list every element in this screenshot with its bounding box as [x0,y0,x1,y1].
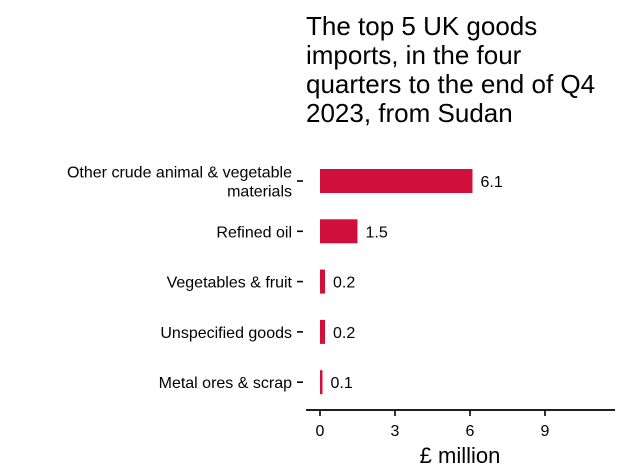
bar-0 [320,169,473,193]
category-label-0-line-0: Other crude animal & vegetable [67,165,292,182]
data-label-1: 1.5 [366,224,388,241]
bars-layer: 6.1 1.5 0.2 0.2 0.1 [320,169,503,395]
category-label-4: Metal ores & scrap [159,375,292,392]
chart-title: The top 5 UK goods imports, in the four … [306,11,596,128]
data-label-0: 6.1 [481,174,503,191]
bar-2 [320,269,325,294]
axis-layer: Other crude animal & vegetable materials R… [67,165,615,468]
x-tick-label-2: 6 [466,423,475,440]
category-label-3: Unspecified goods [160,325,292,342]
x-axis-title: £ million [420,443,501,468]
data-label-2: 0.2 [333,275,355,292]
category-label-2: Vegetables & fruit [167,275,293,292]
category-label-1: Refined oil [216,224,292,241]
data-label-4: 0.1 [331,375,353,392]
bar-3 [320,319,325,344]
x-tick-label-3: 9 [541,423,550,440]
bar-4 [320,370,323,395]
x-tick-label-0: 0 [316,423,325,440]
category-label-0-line-1: materials [227,184,292,201]
data-label-3: 0.2 [333,325,355,342]
x-tick-label-1: 3 [391,423,400,440]
bar-1 [320,219,358,244]
